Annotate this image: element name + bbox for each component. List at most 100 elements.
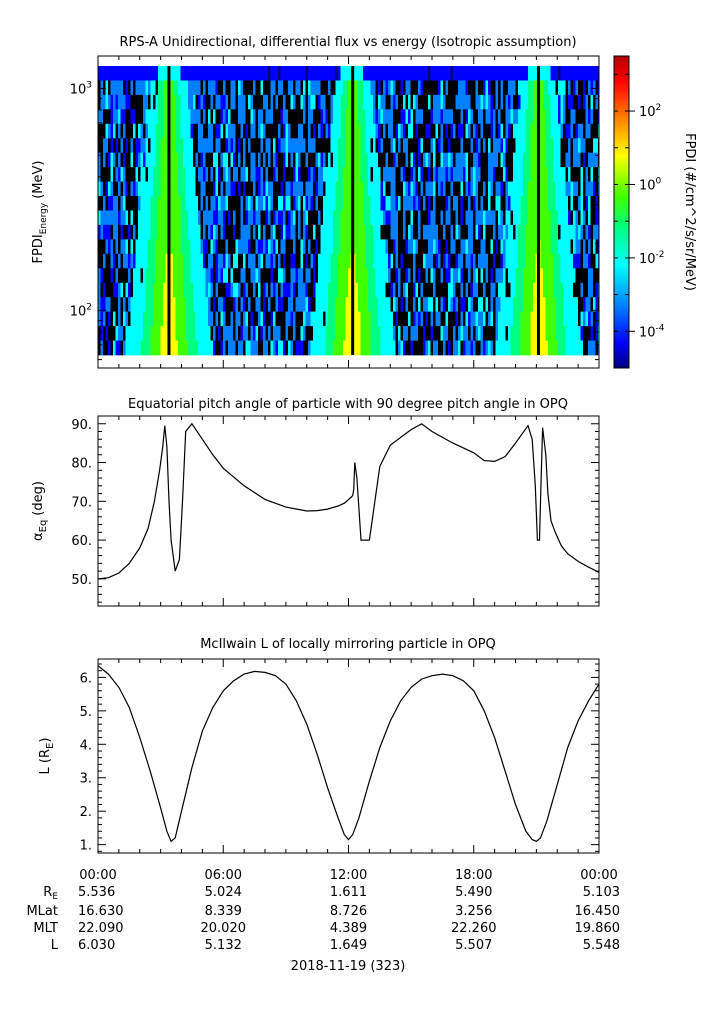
spectrogram-cell <box>418 311 421 327</box>
spectrogram-cell <box>240 152 244 168</box>
spectrogram-cell <box>523 297 526 312</box>
spectrogram-cell <box>103 224 106 240</box>
spectrogram-cell <box>293 297 296 312</box>
spectrogram-cell <box>303 297 306 312</box>
spectrogram-cell <box>260 210 264 226</box>
spectrogram-cell <box>230 123 234 139</box>
spectrogram-cell <box>540 196 544 211</box>
spectrogram-cell <box>570 138 574 154</box>
spectrogram-cell <box>228 80 231 96</box>
spectrogram-cell <box>478 224 481 240</box>
spectrogram-cell <box>128 253 131 269</box>
spectrogram-cell <box>343 340 346 356</box>
spectrogram-cell <box>355 340 359 356</box>
spectrogram-cell <box>325 94 329 110</box>
spectrogram-cell <box>275 239 279 255</box>
spectrogram-cell <box>140 239 144 255</box>
spectrogram-cell <box>278 123 281 139</box>
spectrogram-cell <box>473 94 476 110</box>
spectrogram-cell <box>355 210 359 226</box>
spectrogram-cell <box>380 340 384 356</box>
spectrogram-cell <box>533 224 536 240</box>
spectrogram-cell <box>445 326 449 341</box>
spectrogram-cell <box>433 326 436 341</box>
spectrogram-cell <box>508 311 511 327</box>
spectrogram-cell <box>485 138 489 154</box>
spectrogram-cell <box>208 196 211 211</box>
spectrogram-cell <box>120 152 124 168</box>
spectrogram-cell <box>400 138 404 154</box>
spectrogram-cell <box>590 109 594 125</box>
spectrogram-cell <box>518 109 521 125</box>
spectrogram-cell <box>515 181 519 197</box>
spectrogram-cell <box>208 326 211 341</box>
spectrogram-cell <box>425 239 429 255</box>
spectrogram-cell <box>215 138 219 154</box>
spectrogram-cell <box>268 210 271 226</box>
spectrogram-cell <box>230 167 234 182</box>
spectrogram-cell <box>428 196 431 211</box>
spectrogram-cell <box>405 239 409 255</box>
spectrogram-cell <box>558 152 561 168</box>
spectrogram-cell <box>505 340 509 356</box>
spectrogram-cell <box>438 66 441 81</box>
spectrogram-cell <box>340 123 344 139</box>
spectrogram-cell <box>450 297 454 312</box>
mcilwain-l-y-label-main: L (R <box>38 749 53 774</box>
spectrogram-cell <box>308 297 311 312</box>
spectrogram-cell <box>155 196 159 211</box>
spectrogram-cell <box>150 239 154 255</box>
spectrogram-cell <box>463 253 466 269</box>
spectrogram-cell <box>225 210 229 226</box>
spectrogram-cell <box>220 80 224 96</box>
spectrogram-cell <box>205 138 209 154</box>
spectrogram-cell <box>440 210 444 226</box>
spectrogram-cell <box>445 196 449 211</box>
spectrogram-cell <box>490 282 494 298</box>
spectrogram-cell <box>450 253 454 269</box>
spectrogram-cell <box>405 109 409 125</box>
spectrogram-cell <box>375 94 379 110</box>
spectrogram-cell <box>128 181 131 197</box>
spectrogram-cell <box>310 311 314 327</box>
spectrogram-cell <box>545 196 549 211</box>
spectrogram-cell <box>463 268 466 284</box>
spectrogram-cell <box>138 181 141 197</box>
spectrogram-cell <box>393 152 396 168</box>
spectrogram-cell <box>573 167 576 182</box>
spectrogram-cell <box>520 239 524 255</box>
spectrogram-cell <box>330 109 334 125</box>
spectrogram-cell <box>345 326 349 341</box>
spectrogram-cell <box>143 268 146 284</box>
spectrogram-cell <box>500 268 504 284</box>
spectrogram-cell <box>120 253 124 269</box>
spectrogram-cell <box>595 326 599 341</box>
spectrogram-cell <box>475 311 479 327</box>
spectrogram-cell <box>103 297 106 312</box>
spectrogram-cell <box>380 268 384 284</box>
spectrogram-cell <box>500 109 504 125</box>
spectrogram-cell <box>593 80 596 96</box>
spectrogram-cell <box>353 239 356 255</box>
spectrogram-cell <box>345 94 349 110</box>
spectrogram-cell <box>110 282 114 298</box>
spectrogram-cell <box>420 340 424 356</box>
spectrogram-cell <box>103 167 106 182</box>
spectrogram-cell <box>173 138 176 154</box>
spectrogram-cell <box>348 282 351 298</box>
spectrogram-cell <box>400 326 404 341</box>
spectrogram-cell <box>120 282 124 298</box>
spectrogram-cell <box>360 196 364 211</box>
colorbar-frame <box>613 55 630 369</box>
spectrogram-cell <box>495 167 499 182</box>
spectrogram-cell <box>118 268 121 284</box>
spectrogram-cell <box>365 123 369 139</box>
spectrogram-cell <box>228 224 231 240</box>
spectrogram-cell <box>403 224 406 240</box>
spectrogram-cell <box>248 253 251 269</box>
spectrogram-cell <box>455 282 459 298</box>
spectrogram-cell <box>260 282 264 298</box>
spectrogram-cell <box>583 326 586 341</box>
spectrogram-cell <box>323 268 326 284</box>
spectrogram-cell <box>493 196 496 211</box>
